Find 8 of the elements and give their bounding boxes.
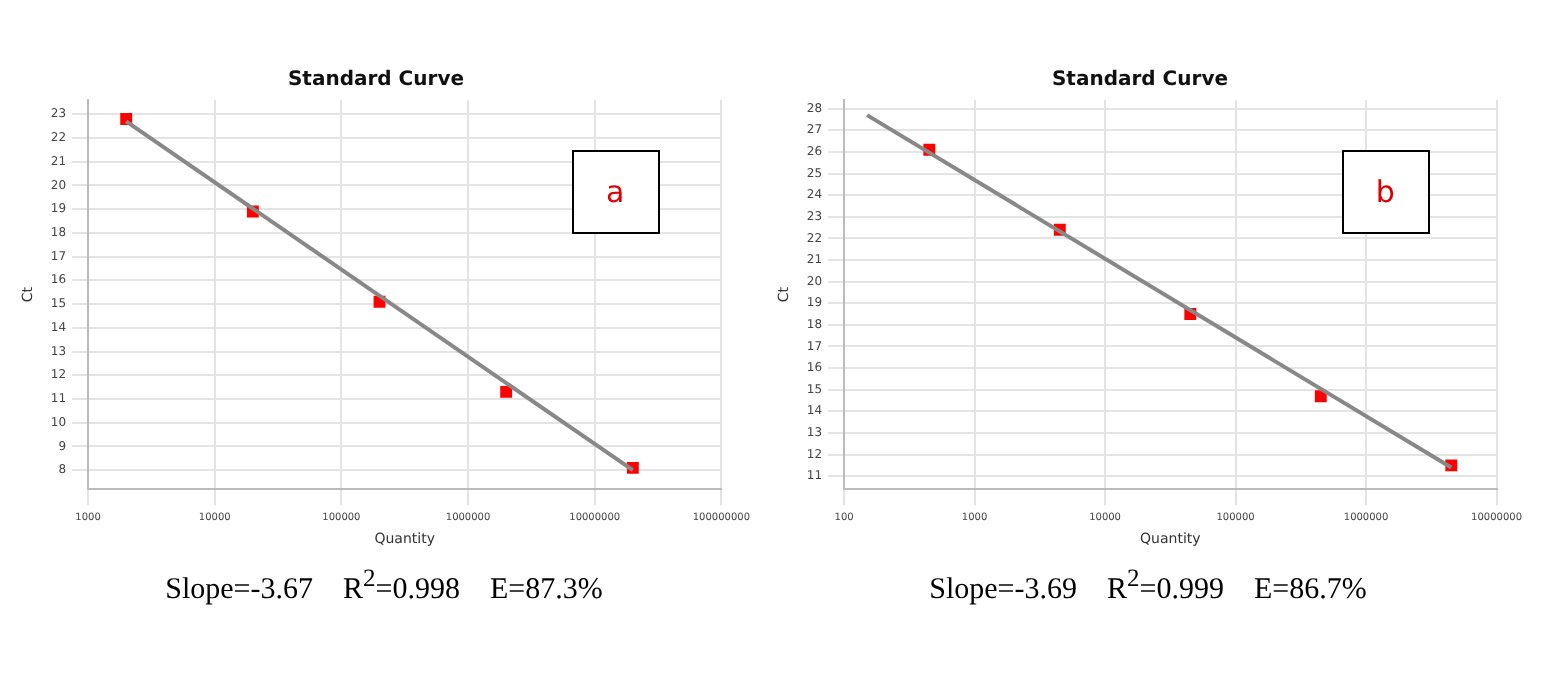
annotation: a xyxy=(571,150,660,234)
annotation: b xyxy=(1341,150,1430,234)
point xyxy=(1314,390,1327,403)
text: Slope=-3.69 R$^{2}$=0.999 E=86.7% xyxy=(927,564,1369,608)
chart-title: Standard Curve xyxy=(1051,69,1229,92)
chart-title: Standard Curve xyxy=(287,69,465,92)
point xyxy=(500,385,513,398)
text: Slope=-3.67 R$^{2}$=0.998 E=87.3% xyxy=(163,564,605,608)
